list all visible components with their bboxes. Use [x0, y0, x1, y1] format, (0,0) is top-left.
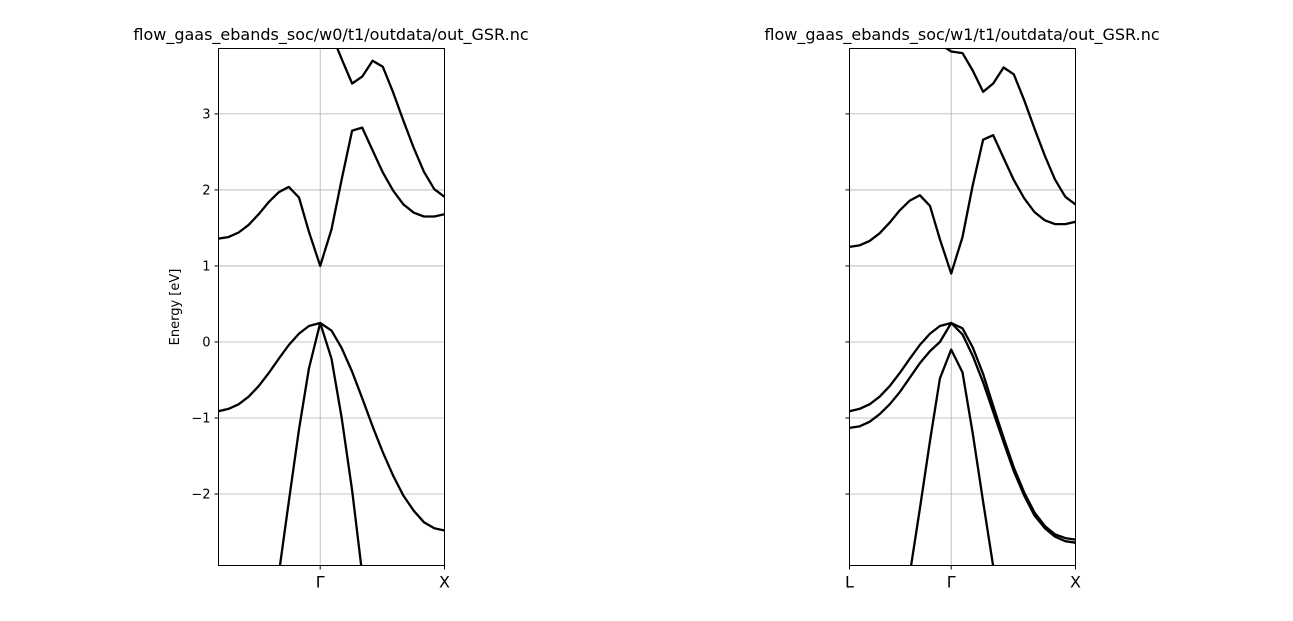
band-line-5 — [944, 48, 1076, 206]
band-line-1 — [218, 321, 445, 532]
x-tick-label: X — [1070, 573, 1081, 592]
y-tick-label: 0 — [202, 335, 210, 350]
x-tick-label: Γ — [316, 573, 325, 592]
x-tick-label: Γ — [947, 573, 956, 592]
band-plot-w0: flow_gaas_ebands_soc/w0/t1/outdata/out_G… — [133, 25, 528, 592]
band-line-3 — [218, 126, 445, 268]
grid — [218, 48, 445, 566]
axes-frame — [849, 48, 1076, 566]
y-tick-label: −1 — [191, 412, 210, 427]
y-ticks — [845, 113, 850, 495]
band-line-4 — [849, 134, 1076, 275]
band-line-3 — [909, 348, 995, 566]
band-line-2 — [849, 321, 1076, 544]
x-tick-label: L — [845, 573, 854, 592]
y-axis-label: Energy [eV] — [168, 269, 183, 346]
band-plot-w1: flow_gaas_ebands_soc/w1/t1/outdata/out_G… — [764, 25, 1159, 592]
plot-title: flow_gaas_ebands_soc/w1/t1/outdata/out_G… — [764, 25, 1159, 45]
plot-area — [849, 48, 1076, 566]
band-line-1 — [849, 321, 1076, 541]
plot-area — [218, 48, 445, 566]
band-line-2 — [278, 321, 363, 566]
grid — [849, 48, 1076, 566]
y-tick-label: −2 — [191, 488, 210, 503]
y-tick-label: 1 — [202, 259, 210, 274]
x-tick-label: X — [439, 573, 450, 592]
y-ticks: −2 −1 0 1 2 3 — [191, 107, 219, 503]
y-tick-label: 2 — [202, 183, 210, 198]
y-tick-label: 3 — [202, 107, 210, 122]
plot-title: flow_gaas_ebands_soc/w0/t1/outdata/out_G… — [133, 25, 528, 45]
band-line-4 — [336, 48, 445, 198]
axes-frame — [218, 48, 445, 566]
